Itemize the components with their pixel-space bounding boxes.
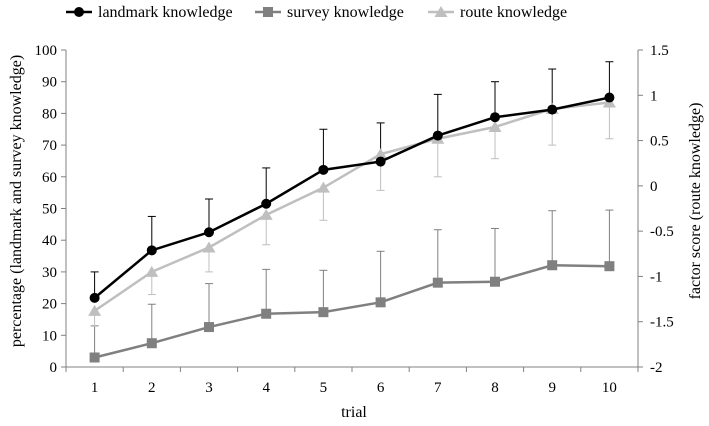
legend-label-survey: survey knowledge	[287, 4, 404, 21]
x-axis-title: trial	[341, 404, 367, 421]
series-layer	[88, 92, 616, 363]
data-point-survey	[432, 277, 443, 288]
y-axis-title: percentage (landmark and survey knowledg…	[8, 55, 25, 347]
y2-tick-label: -0.5	[650, 224, 674, 240]
y-tick-label: 20	[42, 297, 57, 313]
data-point-landmark	[432, 130, 443, 141]
y-tick-label: 50	[42, 202, 57, 218]
data-point-route	[488, 120, 502, 132]
data-point-landmark	[146, 245, 157, 256]
data-point-landmark	[547, 104, 558, 115]
data-point-survey	[547, 260, 558, 271]
data-point-survey	[604, 261, 615, 272]
y-tick-label: 40	[42, 233, 57, 249]
data-point-landmark	[490, 112, 500, 123]
x-tick-label: 7	[434, 380, 442, 396]
x-tick-label: 3	[205, 380, 213, 396]
y2-tick-label: 0	[650, 179, 658, 195]
x-tick-label: 2	[148, 380, 156, 396]
data-point-landmark	[261, 198, 272, 209]
legend: landmark knowledge survey knowledge route …	[66, 4, 567, 21]
data-point-route	[374, 148, 388, 160]
legend-label-route: route knowledge	[460, 4, 567, 21]
legend-label-landmark: landmark knowledge	[98, 4, 233, 21]
x-tick-label: 8	[491, 380, 499, 396]
data-point-landmark	[89, 292, 100, 303]
data-point-survey	[318, 307, 329, 318]
data-point-route	[316, 181, 330, 193]
series-line-landmark	[93, 96, 610, 299]
x-tick-label: 5	[320, 380, 328, 396]
y2-tick-label: -1	[650, 269, 663, 285]
data-point-landmark	[604, 92, 615, 103]
x-tick-label: 1	[91, 380, 99, 396]
legend-marker-landmark	[74, 7, 84, 17]
data-point-route	[145, 265, 159, 277]
data-point-survey	[89, 352, 100, 363]
data-point-route	[259, 208, 273, 220]
data-point-route	[88, 304, 102, 316]
y-tick-label: 0	[50, 360, 58, 376]
legend-marker-survey	[263, 7, 273, 17]
y2-tick-label: -2	[650, 360, 663, 376]
data-point-survey	[261, 308, 272, 319]
data-point-survey	[146, 338, 157, 349]
y-tick-label: 90	[42, 75, 57, 91]
y2-tick-label: 1.5	[650, 43, 669, 59]
x-tick-label: 9	[548, 380, 556, 396]
data-point-route	[202, 241, 216, 253]
y-tick-label: 30	[42, 265, 57, 281]
y-tick-label: 80	[42, 106, 57, 122]
data-point-survey	[204, 322, 214, 333]
error-bars	[90, 61, 614, 358]
y-tick-label: 100	[35, 43, 58, 59]
y-tick-label: 60	[42, 170, 57, 186]
legend-marker-route	[434, 6, 448, 17]
y2-tick-label: 1	[650, 88, 658, 104]
y2-tick-label: 0.5	[650, 134, 669, 150]
x-tick-label: 10	[602, 380, 617, 396]
axes: 0 10 20 30 40 50 60 70 80 90 100 -2 -1.5 -1 -0.5 0 0.5 1 1…	[35, 43, 674, 396]
x-tick-label: 4	[262, 380, 270, 396]
y2-tick-label: -1.5	[650, 315, 674, 331]
data-point-landmark	[318, 164, 329, 175]
data-point-landmark	[204, 227, 214, 238]
series-line-route	[93, 101, 610, 312]
y-tick-label: 70	[42, 138, 57, 154]
x-tick-label: 6	[377, 380, 385, 396]
data-point-survey	[375, 297, 386, 308]
y-tick-label: 10	[42, 328, 57, 344]
data-point-survey	[490, 276, 500, 287]
data-point-landmark	[375, 156, 386, 167]
y2-axis-title: factor score (route knowledge)	[687, 103, 704, 300]
series-line-survey	[94, 263, 610, 359]
